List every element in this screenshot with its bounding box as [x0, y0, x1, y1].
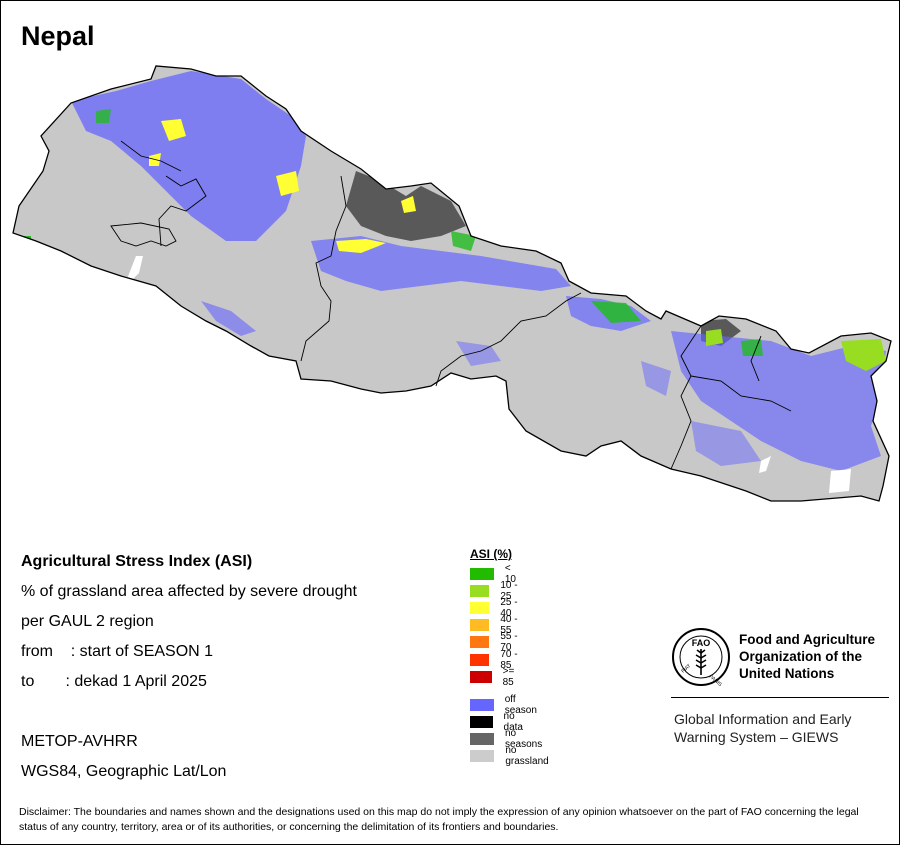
legend-swatch [470, 601, 490, 614]
off-season-area [691, 421, 761, 466]
map-subtitle-2: per GAUL 2 region [21, 613, 154, 630]
admin-boundary [435, 292, 582, 387]
fao-name-line1: Food and Agriculture [739, 632, 875, 647]
legend-label: 25 - 40 [500, 596, 518, 619]
legend-label: no grassland [505, 745, 549, 768]
legend-item: 70 - 85 [470, 649, 521, 671]
asi-25-40-area [336, 239, 386, 253]
disclaimer-text: Disclaimer: The boundaries and names sho… [19, 806, 859, 833]
off-season-area [641, 361, 671, 396]
admin-boundary [120, 140, 182, 172]
admin-boundary [110, 222, 177, 247]
fao-logo-letters: FAO [692, 638, 711, 648]
giews-line1: Global Information and Early [674, 711, 852, 727]
asi-10-25-area [706, 329, 723, 346]
legend-label: no data [503, 710, 523, 733]
fao-logo-icon: FAO FIAT PANIS [672, 628, 730, 687]
off-season-area [311, 236, 571, 291]
legend-swatch [470, 584, 490, 597]
legend-item: no grassland [470, 745, 553, 767]
legend-label: 10 - 25 [500, 579, 518, 602]
admin-boundary [690, 375, 792, 412]
off-season-area [71, 71, 306, 241]
legend-item: 55 - 70 [470, 631, 521, 653]
legend-item: no seasons [470, 728, 547, 750]
legend-label: 40 - 55 [500, 614, 518, 637]
legend-label: off season [504, 693, 537, 716]
admin-boundary [750, 335, 762, 382]
admin-boundaries [110, 140, 792, 470]
asi-lt10-area [96, 109, 111, 123]
admin-boundary [300, 175, 347, 362]
map-index-title: Agricultural Stress Index (ASI) [21, 553, 253, 570]
period-to: to : dekad 1 April 2025 [21, 673, 207, 690]
water-body [829, 469, 851, 493]
legend-label: >= 85 [502, 665, 515, 688]
nepal-map [12, 65, 892, 502]
asi-25-40-area [401, 196, 416, 213]
legend-swatch [470, 698, 494, 711]
asi-lt10-area [451, 231, 476, 251]
water-body [127, 256, 143, 281]
legend-label: < 10 [504, 562, 516, 585]
admin-boundary [670, 325, 702, 470]
legend-item: >= 85 [470, 666, 522, 688]
fao-logo-fiat: FIAT [680, 663, 692, 674]
legend-swatch [470, 715, 493, 728]
legend-item: 10 - 25 [470, 580, 521, 602]
legend-label: 55 - 70 [500, 631, 518, 654]
legend-swatch [470, 567, 494, 580]
country-title: Nepal [21, 21, 95, 51]
off-season-area [201, 301, 256, 336]
off-season-area [671, 331, 886, 471]
projection-name: WGS84, Geographic Lat/Lon [21, 763, 227, 780]
legend-label: 70 - 85 [500, 648, 518, 671]
legend-swatch [470, 670, 492, 683]
asi-25-40-area [161, 119, 186, 141]
legend-swatch [470, 636, 490, 649]
legend-swatch [470, 653, 490, 666]
legend-swatch [470, 750, 495, 763]
legend-swatch [470, 732, 494, 745]
off-season-area [456, 341, 501, 366]
period-from: from : start of SEASON 1 [21, 643, 214, 660]
legend-title: ASI (%) [470, 547, 512, 561]
sensor-name: METOP-AVHRR [21, 733, 138, 750]
giews-line2: Warning System – GIEWS [674, 729, 839, 745]
water-body [759, 456, 771, 473]
map-subtitle-1: % of grassland area affected by severe d… [21, 583, 357, 600]
legend-swatch [470, 619, 490, 632]
legend-item: no data [470, 711, 529, 733]
divider [671, 697, 889, 698]
admin-boundary [158, 175, 207, 247]
legend-item: off season [470, 694, 542, 716]
asi-10-25-area [841, 339, 886, 371]
asi-25-40-area [276, 171, 299, 196]
asi-lt10-area [741, 339, 763, 356]
giews-name: Global Information and Early Warning Sys… [674, 710, 851, 746]
asi-lt10-area [591, 301, 641, 323]
legend-item: 40 - 55 [470, 614, 521, 636]
legend-item: 25 - 40 [470, 597, 521, 619]
legend-label: no seasons [504, 727, 543, 750]
asi-legend: ASI (%) < 10 10 - 25 25 - 40 40 - 55 55 - 70… [470, 547, 549, 767]
fao-organization-name: Food and Agriculture Organization of the… [739, 631, 875, 682]
fao-name-line3: United Nations [739, 666, 835, 681]
fao-name-line2: Organization of the [739, 649, 862, 664]
legend-item: < 10 [470, 563, 521, 585]
